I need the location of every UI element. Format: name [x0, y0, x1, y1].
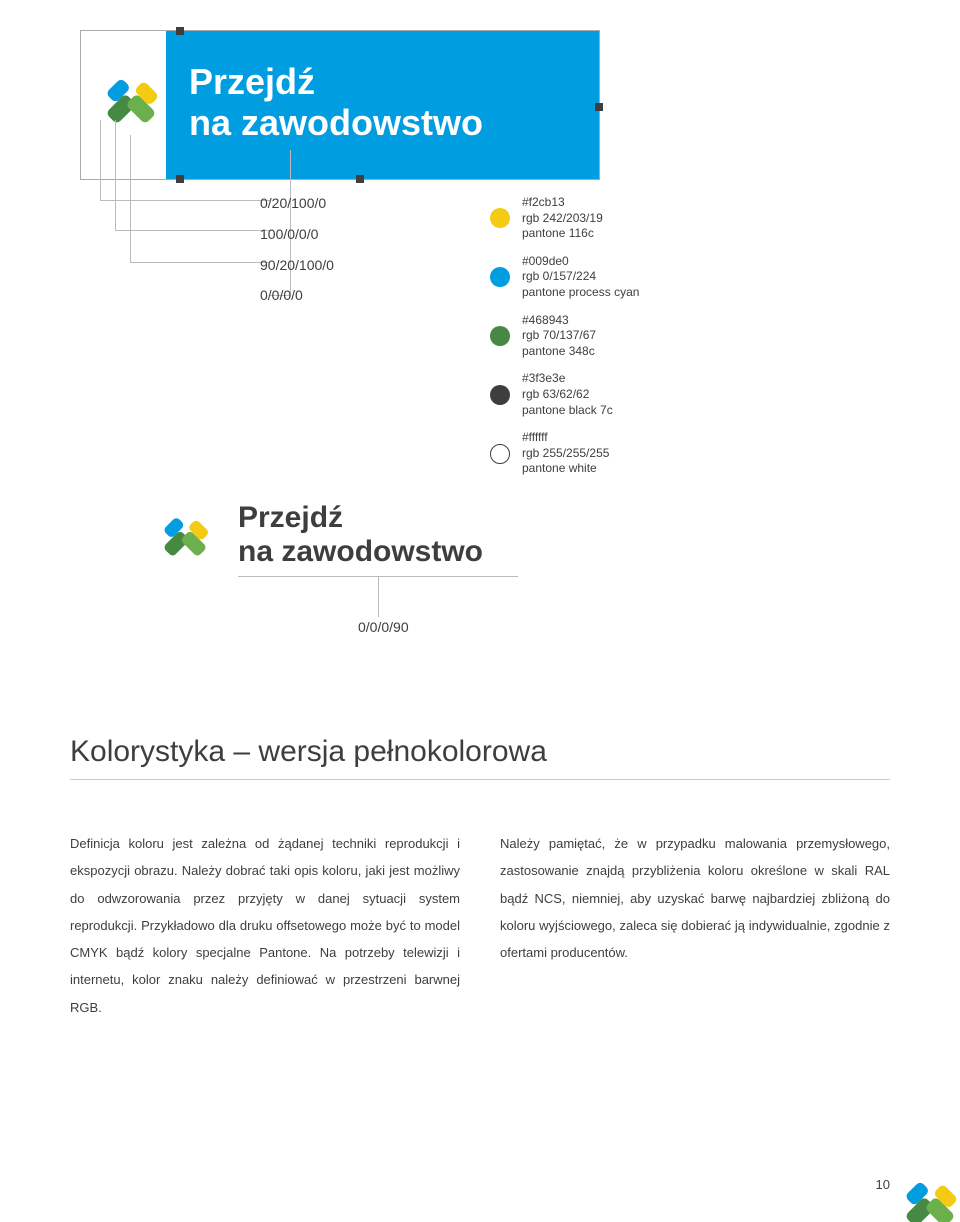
logo2-callout: 0/0/0/90: [238, 619, 518, 635]
cmyk-label: 90/20/100/0: [260, 257, 334, 274]
swatch-row: #f2cb13 rgb 242/203/19 pantone 116c: [490, 195, 639, 242]
swatch-rgb: rgb 70/137/67: [522, 328, 596, 344]
logo-line2: na zawodowstwo: [189, 102, 483, 143]
cmyk-list: 0/20/100/0 100/0/0/0 90/20/100/0 0/0/0/0: [260, 195, 334, 318]
logo-white-variant: Przejdź na zawodowstwo 0/0/0/90: [150, 500, 518, 635]
logo-text: Przejdź na zawodowstwo: [238, 501, 483, 570]
swatch-rgb: rgb 255/255/255: [522, 446, 609, 462]
marker: [176, 27, 184, 35]
swatch-dot: [490, 326, 510, 346]
swatch-row: #ffffff rgb 255/255/255 pantone white: [490, 430, 639, 477]
swatch-rgb: rgb 242/203/19: [522, 211, 603, 227]
swatch-dot: [490, 267, 510, 287]
corner-decoration: [860, 1152, 960, 1222]
cmyk-label: 0/20/100/0: [260, 195, 334, 212]
marker: [595, 103, 603, 111]
swatch-hex: #009de0: [522, 254, 639, 270]
swatch-pantone: pantone white: [522, 461, 609, 477]
logo-line1: Przejdź: [189, 61, 483, 102]
swatch-dot: [490, 385, 510, 405]
logo-line2: na zawodowstwo: [238, 535, 483, 570]
swatch-dot: [490, 208, 510, 228]
cmyk-label: 0/0/0/0: [260, 287, 334, 304]
body-col-1: Definicja koloru jest zależna od żądanej…: [70, 830, 460, 1021]
logo-text: Przejdź na zawodowstwo: [189, 61, 483, 144]
swatch-row: #3f3e3e rgb 63/62/62 pantone black 7c: [490, 371, 639, 418]
logo-line1: Przejdź: [238, 501, 483, 536]
body-text: Definicja koloru jest zależna od żądanej…: [70, 830, 890, 1021]
swatch-row: #468943 rgb 70/137/67 pantone 348c: [490, 313, 639, 360]
swatch-hex: #ffffff: [522, 430, 609, 446]
swatch-pantone: pantone black 7c: [522, 403, 613, 419]
swatch-dot: [490, 444, 510, 464]
section-heading: Kolorystyka – wersja pełnokolorowa: [70, 735, 890, 780]
swatch-hex: #f2cb13: [522, 195, 603, 211]
marker: [176, 175, 184, 183]
swatch-hex: #468943: [522, 313, 596, 329]
swatch-pantone: pantone 348c: [522, 344, 596, 360]
swatch-pantone: pantone process cyan: [522, 285, 639, 301]
logo-mark: [150, 500, 220, 570]
swatch-hex: #3f3e3e: [522, 371, 613, 387]
cmyk-label: 0/0/0/90: [358, 619, 409, 635]
logo-annotated-box: Przejdź na zawodowstwo: [80, 30, 600, 180]
logo-mark: [91, 59, 171, 139]
swatch-list: #f2cb13 rgb 242/203/19 pantone 116c #009…: [490, 195, 639, 489]
swatch-rgb: rgb 63/62/62: [522, 387, 613, 403]
body-col-2: Należy pamiętać, że w przypadku malowani…: [500, 830, 890, 1021]
cmyk-label: 100/0/0/0: [260, 226, 334, 243]
swatch-rgb: rgb 0/157/224: [522, 269, 639, 285]
swatch-row: #009de0 rgb 0/157/224 pantone process cy…: [490, 254, 639, 301]
marker: [356, 175, 364, 183]
swatch-pantone: pantone 116c: [522, 226, 603, 242]
